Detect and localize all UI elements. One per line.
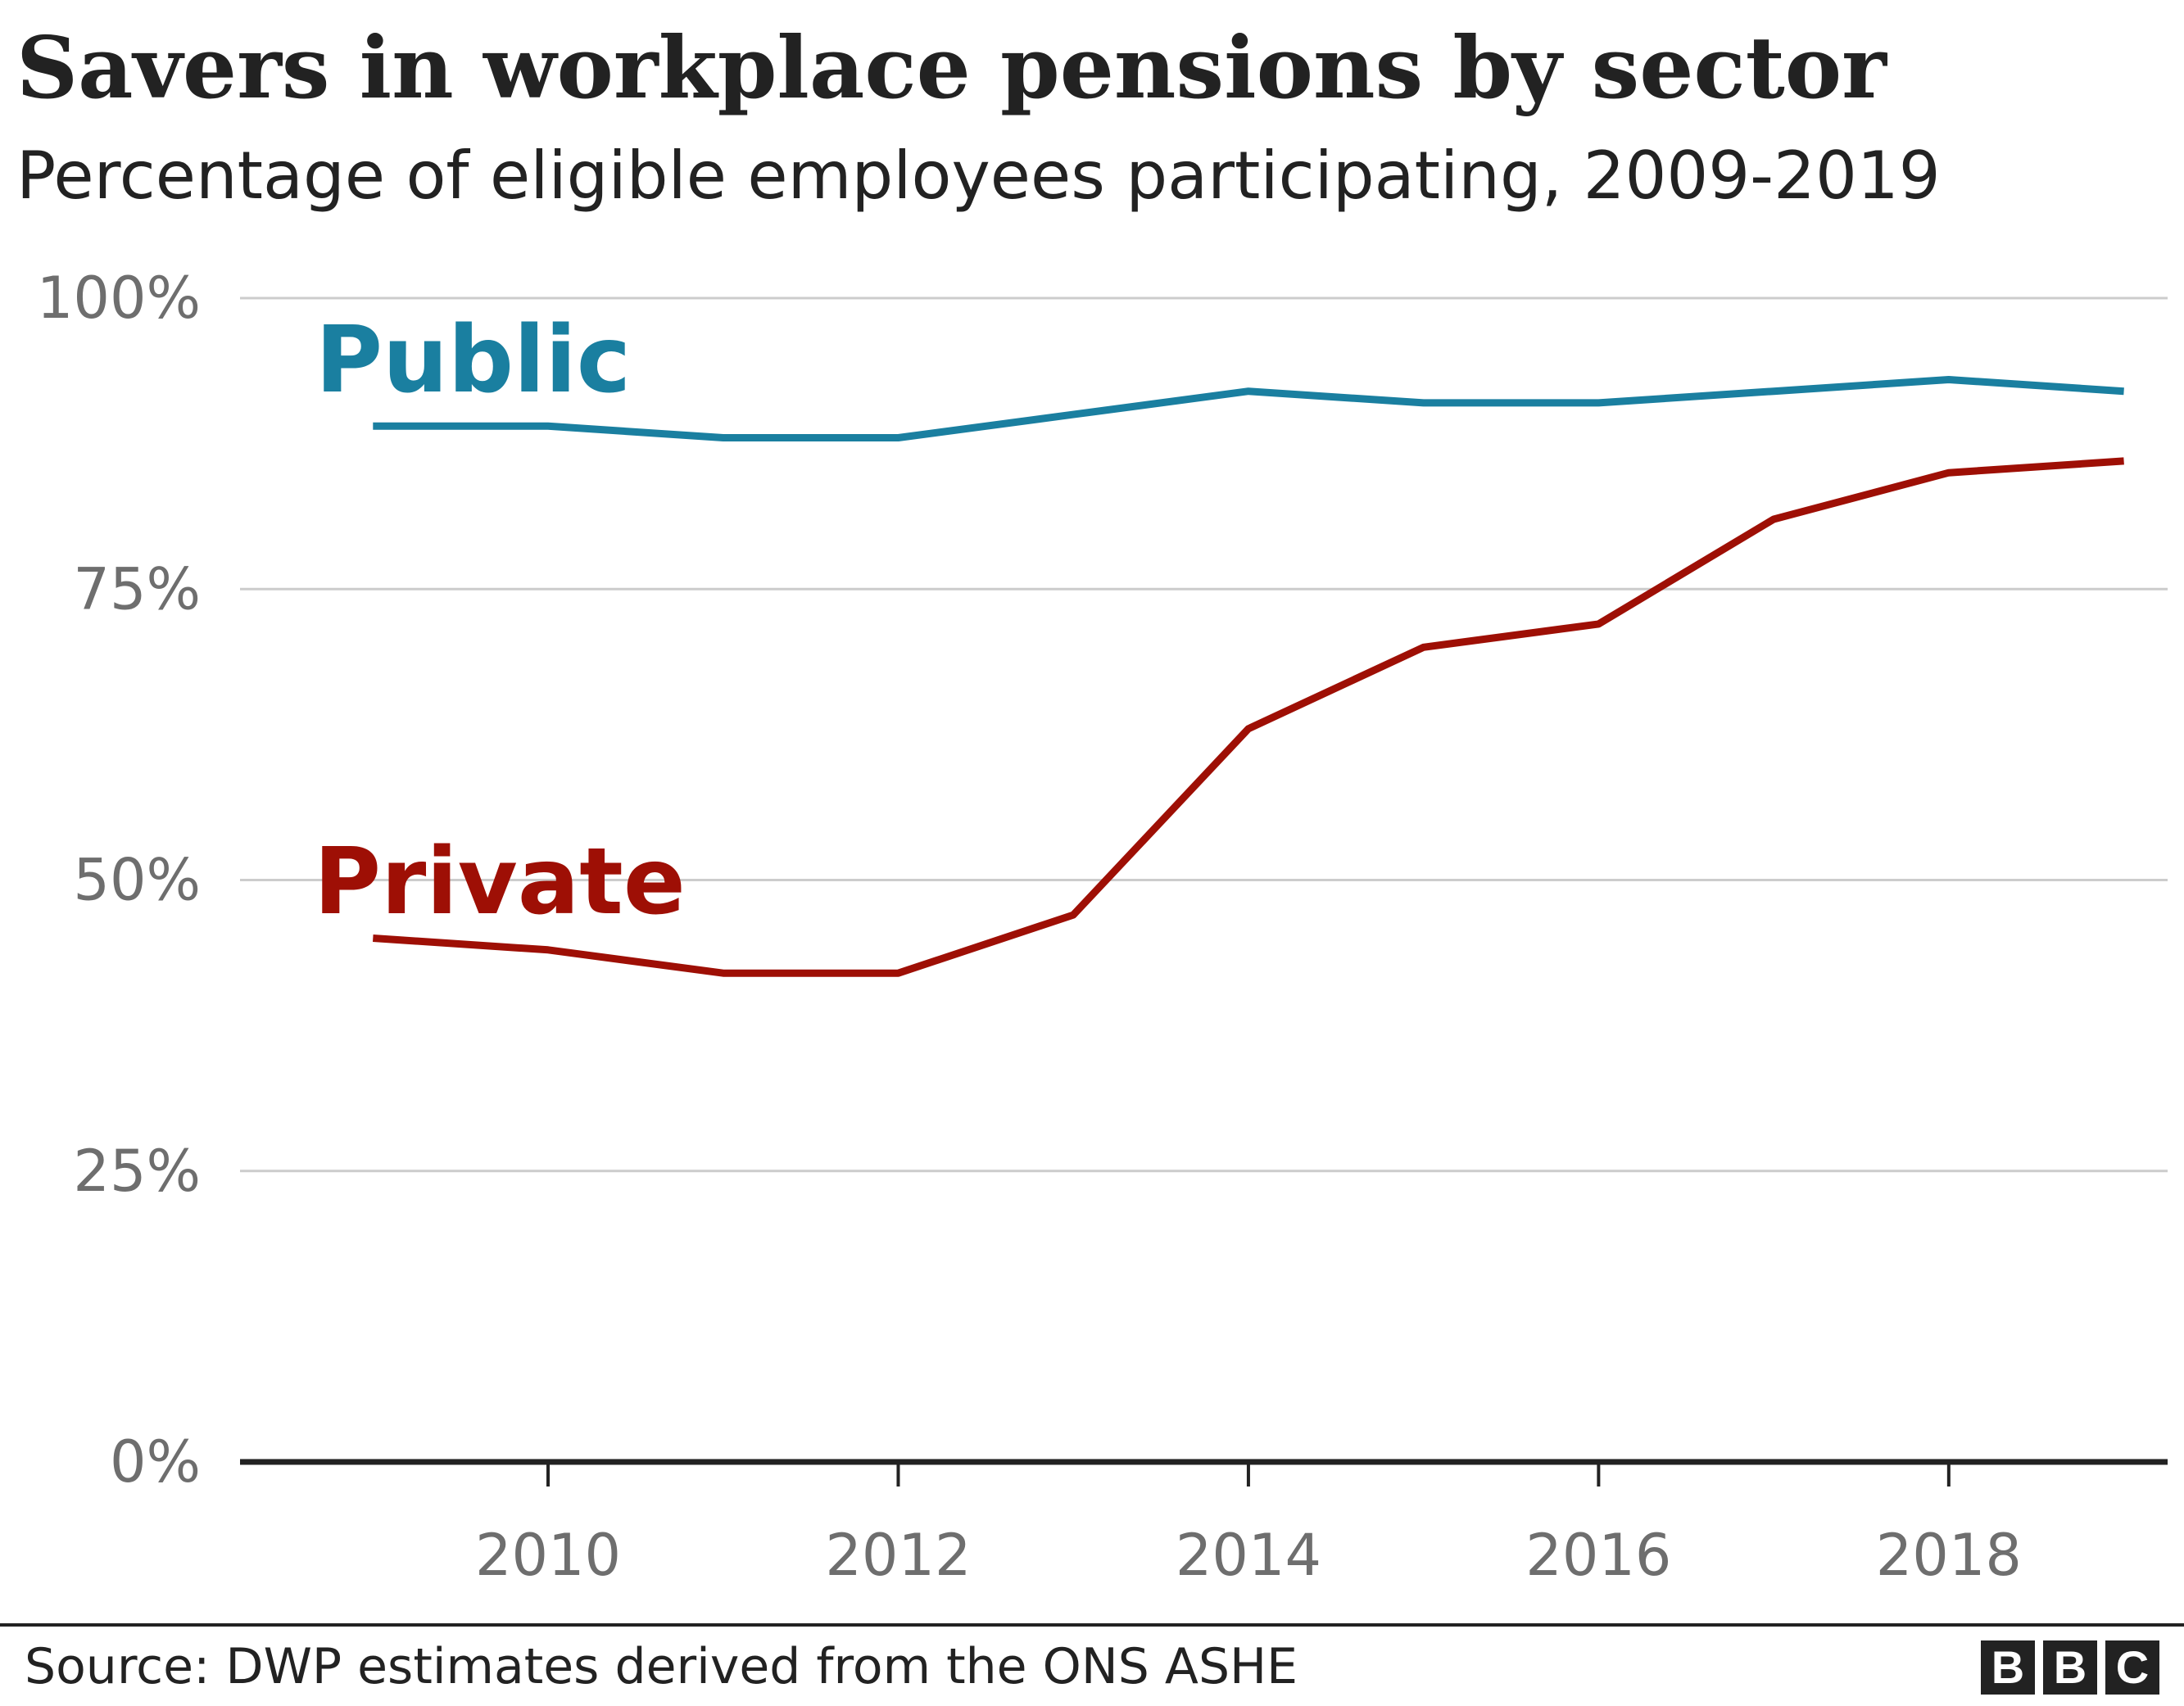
series-label-private: Private <box>314 829 686 935</box>
source-note: Source: DWP estimates derived from the O… <box>25 1638 1298 1695</box>
bbc-logo: B B C <box>1981 1640 2159 1695</box>
chart-title: Savers in workplace pensions by sector <box>16 17 1887 118</box>
chart-subtitle: Percentage of eligible employees partici… <box>16 138 1941 214</box>
x-tick-label-2016: 2016 <box>1525 1522 1671 1589</box>
series-label-public: Public <box>315 307 631 414</box>
bbc-logo-letter-1: B <box>1981 1640 2035 1695</box>
y-axis-tick-labels: 0% 25% 50% 75% 100% <box>37 265 201 1496</box>
footer-divider <box>0 1623 2184 1627</box>
gridlines <box>240 296 2168 1173</box>
y-tick-label-100: 100% <box>37 265 201 332</box>
y-tick-label-25: 25% <box>73 1138 201 1205</box>
bbc-logo-letter-3: C <box>2105 1640 2159 1695</box>
x-tick-label-2010: 2010 <box>475 1522 621 1589</box>
y-tick-label-75: 75% <box>73 555 201 622</box>
x-axis: 2010 2012 2014 2016 2018 <box>240 1459 2168 1589</box>
series-line-private <box>372 457 2124 977</box>
series-labels: Public Private <box>314 307 686 935</box>
x-tick-label-2014: 2014 <box>1176 1522 1321 1589</box>
y-tick-label-50: 50% <box>73 847 201 914</box>
line-chart: 0% 25% 50% 75% 100% 2010 2012 2014 2016 2018 Pub… <box>37 265 2168 1589</box>
y-tick-label-0: 0% <box>110 1428 201 1496</box>
series-line-public <box>373 376 2124 441</box>
series-lines <box>372 376 2124 977</box>
x-tick-label-2018: 2018 <box>1876 1522 2022 1589</box>
x-tick-label-2012: 2012 <box>825 1522 971 1589</box>
bbc-logo-letter-2: B <box>2043 1640 2097 1695</box>
